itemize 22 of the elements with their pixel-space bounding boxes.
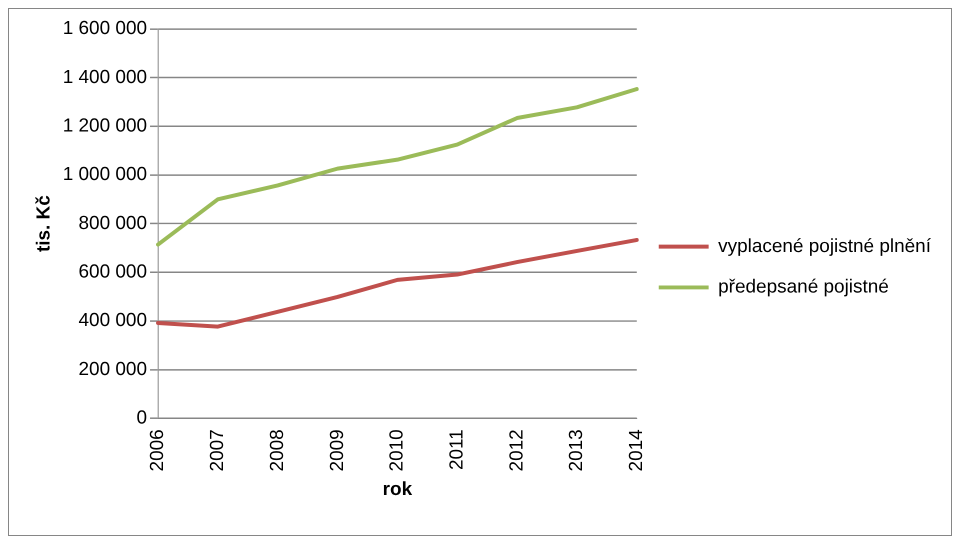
y-tick-label: 1 600 000 bbox=[62, 18, 148, 40]
y-tick-label: 200 000 bbox=[78, 358, 148, 380]
x-tick-label: 2010 bbox=[386, 429, 408, 472]
x-tick-label: 2014 bbox=[626, 429, 648, 472]
x-tick-label: 2009 bbox=[326, 429, 348, 472]
y-tick-label: 600 000 bbox=[78, 262, 148, 283]
y-tick-label: 400 000 bbox=[78, 310, 148, 332]
x-tick-label: 2008 bbox=[266, 429, 288, 472]
y-tick-label: 1 400 000 bbox=[62, 66, 148, 88]
legend-label: předepsané pojistné bbox=[718, 276, 889, 298]
y-tick-label: 1 000 000 bbox=[62, 164, 148, 186]
x-tick-label: 2012 bbox=[506, 429, 528, 472]
x-tick-label: 2013 bbox=[566, 429, 588, 472]
x-tick-label: 2006 bbox=[147, 429, 168, 472]
y-tick-label: 1 200 000 bbox=[62, 116, 148, 136]
x-tick-label: 2007 bbox=[207, 429, 228, 472]
y-axis-title: tis. Kč bbox=[34, 195, 55, 252]
y-tick-label: 800 000 bbox=[78, 212, 148, 234]
legend-label: vyplacené pojistné plnění bbox=[718, 236, 932, 257]
x-axis-title: rok bbox=[382, 479, 413, 500]
y-tick-label: 0 bbox=[136, 408, 148, 429]
x-tick-label: 2011 bbox=[446, 429, 468, 470]
